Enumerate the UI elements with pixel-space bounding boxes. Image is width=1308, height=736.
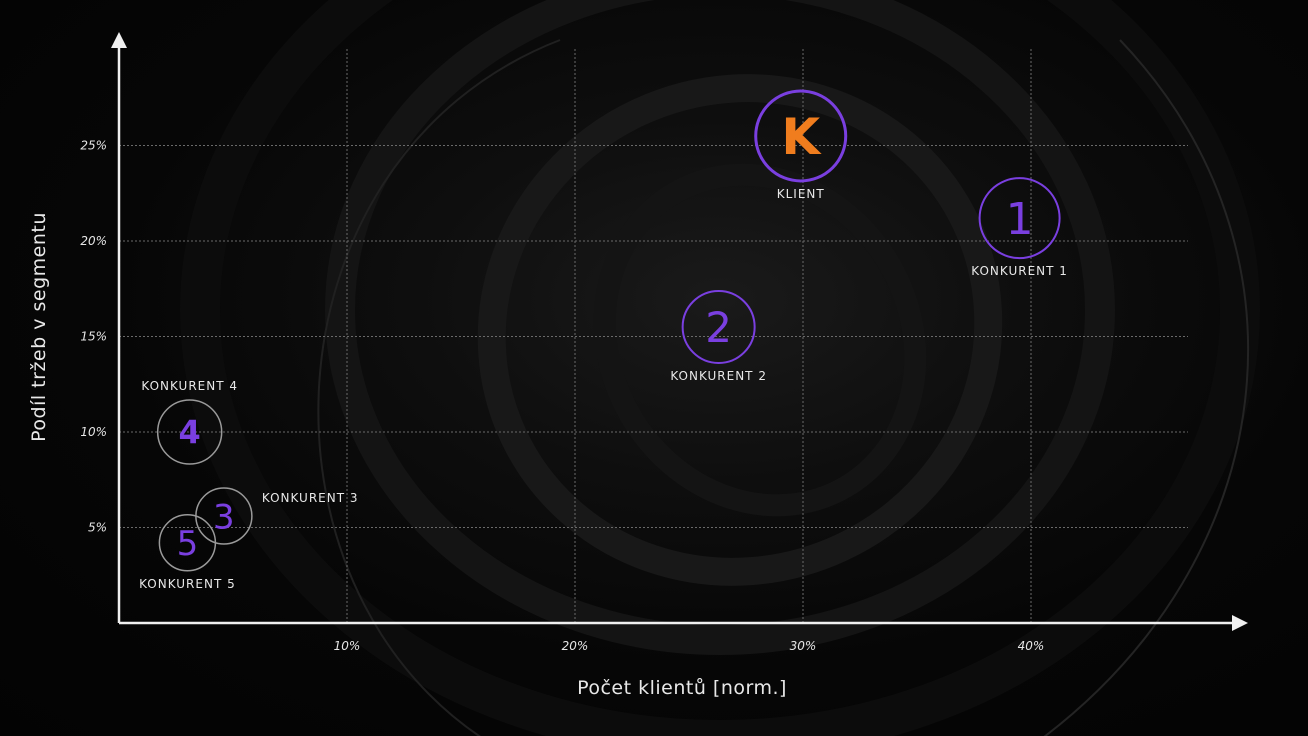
data-point: K KLIENT: [754, 89, 848, 201]
point-ring: [156, 399, 223, 465]
x-tick-label: 20%: [562, 639, 589, 653]
axes: [111, 32, 1248, 631]
point-label: KONKURENT 1: [971, 264, 1068, 278]
point-marker: K: [781, 108, 822, 166]
x-axis-title: Počet klientů [norm.]: [577, 677, 787, 699]
data-point: 2 KONKURENT 2: [670, 289, 767, 383]
y-axis-arrow: [111, 32, 127, 48]
y-tick-label: 25%: [80, 139, 107, 153]
point-ring: [681, 289, 756, 364]
y-tick-label: 15%: [80, 330, 107, 344]
y-tick-label: 20%: [80, 234, 107, 248]
point-label: KONKURENT 4: [141, 379, 238, 393]
data-points: K KLIENT 1 KONKURENT 1 2 KONKURENT 2 3 KONKUREN…: [139, 89, 1068, 591]
point-label: KONKURENT 5: [139, 577, 236, 591]
point-marker: 2: [705, 303, 732, 352]
data-point: 4 KONKURENT 4: [141, 379, 238, 465]
x-axis-arrow: [1232, 615, 1248, 631]
background-rings: [180, 0, 1260, 736]
point-marker: 5: [177, 524, 199, 564]
point-ring: [978, 177, 1061, 260]
data-point: 5 KONKURENT 5: [139, 514, 236, 591]
point-marker: 4: [179, 414, 201, 452]
y-tick-labels: 5% 10% 15% 20% 25%: [80, 139, 107, 535]
point-label: KONKURENT 3: [262, 491, 359, 505]
x-tick-label: 40%: [1018, 639, 1045, 653]
data-point: 1 KONKURENT 1: [971, 177, 1068, 278]
point-label: KLIENT: [777, 187, 825, 201]
point-ring: [158, 514, 217, 572]
point-marker: 1: [1006, 194, 1034, 245]
point-ring: [754, 89, 848, 183]
point-marker: 3: [213, 497, 235, 537]
x-tick-labels: 10% 20% 30% 40%: [334, 639, 1045, 653]
x-tick-label: 30%: [790, 639, 817, 653]
y-tick-label: 10%: [80, 425, 107, 439]
y-axis-title: Podíl tržeb v segmentu: [28, 212, 50, 442]
point-label: KONKURENT 2: [670, 369, 767, 383]
y-tick-label: 5%: [88, 521, 107, 535]
data-point: 3 KONKURENT 3: [195, 487, 359, 545]
x-tick-label: 10%: [334, 639, 361, 653]
